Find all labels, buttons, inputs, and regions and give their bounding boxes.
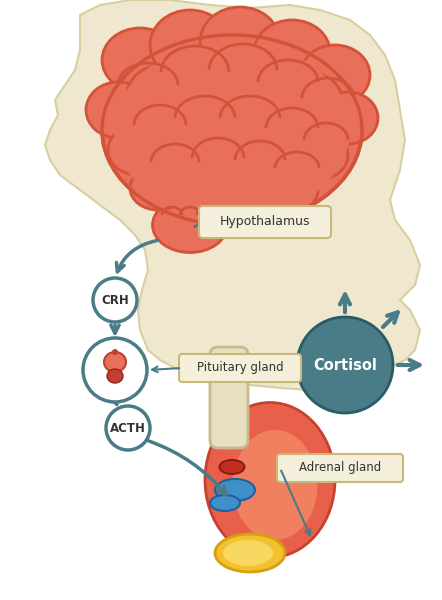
Ellipse shape xyxy=(300,45,370,105)
FancyBboxPatch shape xyxy=(199,206,331,238)
Ellipse shape xyxy=(220,155,280,205)
Ellipse shape xyxy=(107,369,123,383)
Text: Pituitary gland: Pituitary gland xyxy=(197,361,283,374)
Ellipse shape xyxy=(199,110,267,166)
FancyBboxPatch shape xyxy=(179,354,301,382)
Circle shape xyxy=(83,338,147,402)
Ellipse shape xyxy=(215,479,255,501)
Ellipse shape xyxy=(210,495,240,511)
Ellipse shape xyxy=(102,35,362,225)
FancyBboxPatch shape xyxy=(277,454,403,482)
Ellipse shape xyxy=(130,166,186,210)
Ellipse shape xyxy=(108,125,168,175)
Ellipse shape xyxy=(175,157,235,207)
Ellipse shape xyxy=(175,56,251,120)
Text: ACTH: ACTH xyxy=(110,421,146,434)
Ellipse shape xyxy=(112,349,118,355)
Text: Cortisol: Cortisol xyxy=(313,358,377,373)
Circle shape xyxy=(93,278,137,322)
Ellipse shape xyxy=(318,92,378,144)
Ellipse shape xyxy=(150,10,230,80)
Ellipse shape xyxy=(127,65,199,125)
Ellipse shape xyxy=(223,540,273,566)
Ellipse shape xyxy=(102,28,178,92)
Ellipse shape xyxy=(220,460,244,474)
Ellipse shape xyxy=(151,112,219,168)
Ellipse shape xyxy=(215,534,285,572)
Ellipse shape xyxy=(254,20,330,84)
Ellipse shape xyxy=(104,352,126,372)
Circle shape xyxy=(106,406,150,450)
Ellipse shape xyxy=(274,72,342,128)
Text: Adrenal gland: Adrenal gland xyxy=(299,461,381,475)
Polygon shape xyxy=(45,0,420,390)
Ellipse shape xyxy=(246,116,310,168)
Ellipse shape xyxy=(114,42,350,218)
Ellipse shape xyxy=(266,168,318,212)
Text: Hypothalamus: Hypothalamus xyxy=(220,215,310,229)
Ellipse shape xyxy=(86,82,150,138)
Ellipse shape xyxy=(152,197,228,253)
FancyBboxPatch shape xyxy=(210,347,248,448)
Ellipse shape xyxy=(205,403,335,557)
Text: CRH: CRH xyxy=(101,293,129,307)
Ellipse shape xyxy=(200,7,280,77)
Circle shape xyxy=(297,317,393,413)
Ellipse shape xyxy=(232,430,317,540)
Ellipse shape xyxy=(292,131,348,179)
Ellipse shape xyxy=(226,60,298,120)
